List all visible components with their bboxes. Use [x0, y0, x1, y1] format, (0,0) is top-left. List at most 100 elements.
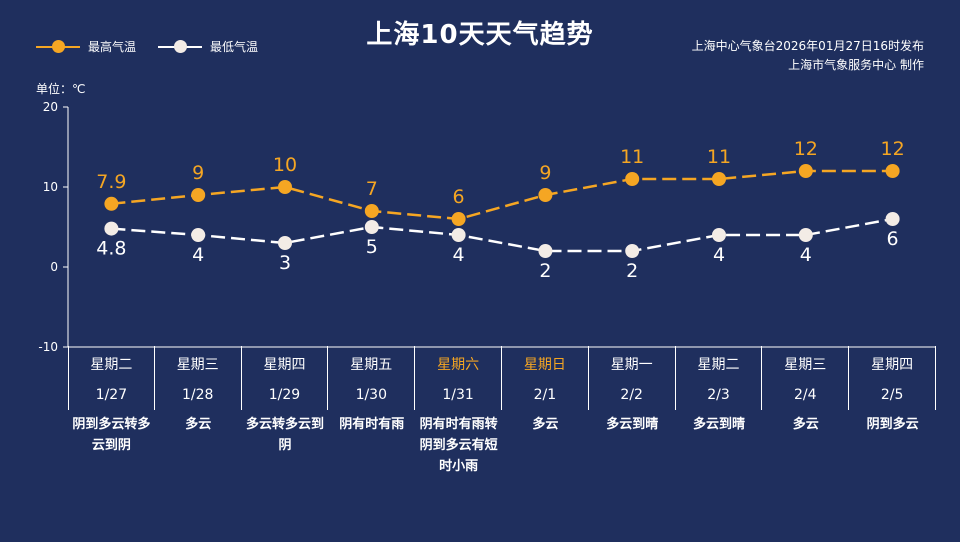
weekday-label: 星期二: [68, 346, 155, 380]
y-tick-label: 0: [50, 260, 58, 274]
weather-description: 阴到多云: [866, 417, 919, 432]
forecast-day-column: 星期二 2/3 多云到晴: [676, 346, 763, 477]
weekday-label: 星期三: [155, 346, 242, 380]
unit-label: 单位：℃: [36, 82, 86, 96]
weekday-label: 星期四: [242, 346, 329, 380]
low-temp-data-label: 4: [192, 244, 204, 266]
forecast-day-column: 星期四 2/5 阴到多云: [849, 346, 936, 477]
forecast-day-column: 星期三 2/4 多云: [762, 346, 850, 477]
high-temp-point: [278, 180, 292, 194]
weather-description: 多云到晴: [692, 417, 745, 432]
high-temp-data-label: 10: [273, 154, 297, 176]
legend-low-swatch: [158, 39, 203, 54]
low-temp-point: [104, 221, 119, 236]
high-temp-data-label: 6: [453, 186, 465, 208]
low-temp-data-label: 5: [366, 236, 378, 258]
high-temp-point: [798, 164, 813, 178]
high-temp-data-label: 11: [620, 146, 644, 168]
forecast-day-column: 星期六 1/31 阴有时有雨转阴到多云有短时小雨: [415, 346, 502, 477]
source-info: 上海中心气象台2026年01月27日16时发布 上海市气象服务中心 制作: [692, 37, 924, 75]
high-temp-point: [885, 164, 900, 178]
weather-description: 多云转多云到阴: [245, 417, 324, 453]
high-temp-point: [625, 172, 640, 186]
chart-title: 上海10天天气趋势: [366, 20, 594, 50]
low-temp-data-label: 4: [713, 244, 725, 266]
low-temp-point: [625, 244, 640, 258]
weekday-label: 星期二: [676, 346, 763, 380]
weekday-label: 星期日: [502, 346, 589, 380]
date-label: 2/1: [502, 380, 589, 410]
low-temp-data-label: 3: [279, 252, 291, 274]
low-temp-point: [712, 228, 726, 242]
date-label: 1/31: [415, 380, 502, 410]
date-label: 1/29: [242, 380, 329, 410]
legend-low-label: 最低气温: [210, 40, 259, 54]
weekday-label: 星期一: [589, 346, 676, 380]
low-temp-point: [191, 228, 206, 242]
weather-description: 阴有时有雨转阴到多云有短时小雨: [419, 417, 498, 474]
source-line-1: 上海中心气象台2026年01月27日16时发布: [691, 39, 924, 53]
low-temp-point: [278, 236, 292, 250]
low-temp-point: [538, 244, 553, 258]
date-label: 1/28: [155, 380, 242, 410]
date-label: 2/2: [589, 380, 676, 410]
legend-item-low: 最低气温: [158, 38, 258, 55]
weather-description: 多云到晴: [606, 417, 659, 432]
low-temp-data-label: 4: [453, 244, 465, 266]
low-temp-point: [885, 212, 900, 226]
high-temp-data-label: 9: [539, 162, 551, 184]
low-temp-point: [451, 228, 466, 242]
weather-description: 阴到多云转多云到阴: [72, 417, 151, 453]
low-temp-data-label: 4.8: [96, 238, 126, 260]
high-temp-line: [111, 169, 893, 221]
y-tick-label: 10: [43, 180, 58, 194]
weekday-label: 星期三: [762, 346, 850, 380]
high-temp-point: [191, 188, 206, 202]
low-temp-data-label: 6: [887, 228, 899, 250]
high-temp-data-label: 12: [881, 138, 905, 160]
weekday-label: 星期五: [328, 346, 416, 380]
y-tick-label: -10: [38, 340, 58, 354]
legend-high-label: 最高气温: [88, 40, 137, 54]
high-temp-point: [364, 204, 379, 218]
forecast-day-column: 星期二 1/27 阴到多云转多云到阴: [68, 346, 155, 477]
legend: 最高气温 最低气温: [36, 38, 280, 55]
weather-description: 阴有时有雨: [339, 417, 405, 432]
forecast-day-column: 星期五 1/30 阴有时有雨: [328, 346, 416, 477]
low-temp-point: [364, 220, 379, 234]
weekday-label: 星期六: [415, 346, 502, 380]
low-temp-data-label: 2: [626, 260, 638, 282]
low-temp-data-label: 2: [539, 260, 551, 282]
weather-description: 多云: [532, 417, 559, 432]
weather-description: 多云: [185, 417, 212, 432]
legend-high-swatch: [36, 39, 80, 54]
weather-description: 多云: [792, 417, 819, 432]
weekday-label: 星期四: [849, 346, 936, 380]
high-temp-data-label: 7.9: [96, 171, 126, 193]
forecast-day-column: 星期一 2/2 多云到晴: [589, 346, 676, 477]
source-line-2: 上海市气象服务中心 制作: [788, 58, 924, 72]
date-label: 2/5: [849, 380, 936, 410]
date-label: 1/27: [68, 380, 155, 410]
date-label: 2/3: [676, 380, 763, 410]
high-temp-data-label: 9: [192, 162, 204, 184]
high-temp-point: [712, 172, 726, 186]
forecast-day-column: 星期日 2/1 多云: [502, 346, 589, 477]
y-tick-label: 20: [43, 100, 58, 114]
date-label: 1/30: [328, 380, 416, 410]
low-temp-line: [111, 217, 893, 253]
forecast-day-column: 星期三 1/28 多云: [155, 346, 242, 477]
low-temp-point: [798, 228, 813, 242]
legend-item-high: 最高气温: [36, 38, 136, 55]
high-temp-point: [538, 188, 553, 202]
low-temp-data-label: 4: [800, 244, 812, 266]
date-label: 2/4: [762, 380, 850, 410]
high-temp-point: [451, 212, 466, 226]
high-temp-data-label: 12: [794, 138, 818, 160]
high-temp-data-label: 11: [707, 146, 731, 168]
high-temp-data-label: 7: [366, 178, 378, 200]
forecast-day-column: 星期四 1/29 多云转多云到阴: [242, 346, 329, 477]
forecast-table: 星期二 1/27 阴到多云转多云到阴 星期三 1/28 多云 星期四 1/29 多云转多云到阴星…: [68, 346, 936, 477]
high-temp-point: [104, 196, 119, 211]
